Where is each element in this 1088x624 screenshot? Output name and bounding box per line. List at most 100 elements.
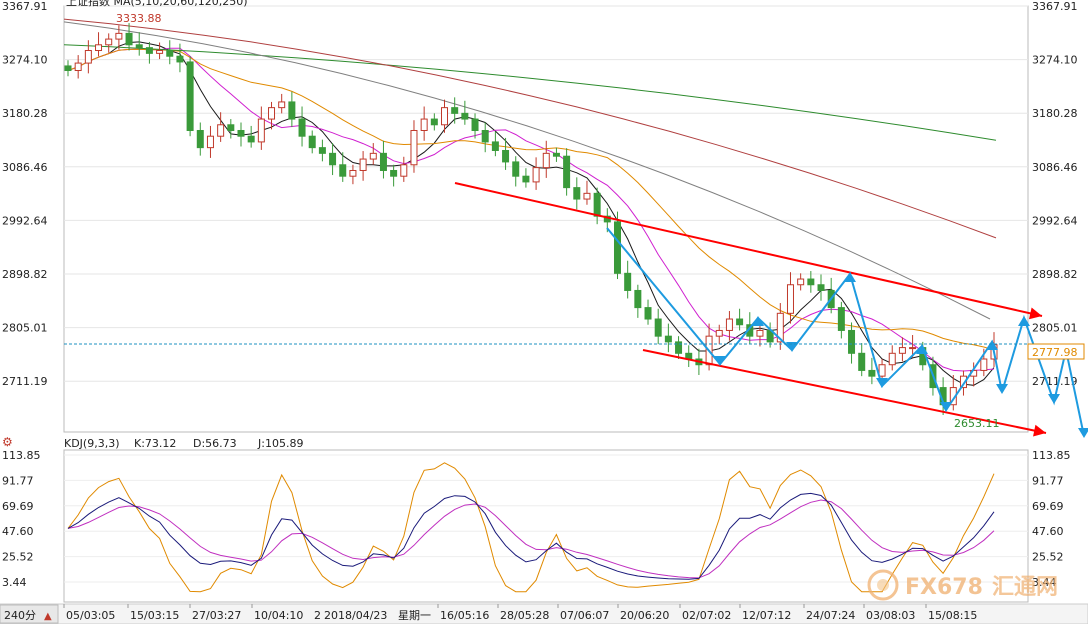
lower-channel-line <box>642 349 1047 434</box>
candle-body <box>430 118 438 126</box>
kdj-j-line <box>67 462 995 593</box>
price-tick-left: 2711.19 <box>2 375 48 388</box>
candle-body <box>257 118 265 143</box>
candle-body <box>186 61 194 131</box>
candle-body <box>481 129 489 143</box>
candle-body <box>491 141 499 151</box>
last-price-box <box>1027 343 1085 360</box>
candle-body <box>125 32 133 46</box>
price-tick-right: 2711.19 <box>1032 375 1078 388</box>
candle-body <box>156 50 164 54</box>
candle-body <box>858 352 866 371</box>
candle-body <box>105 38 113 46</box>
kdj-tick-right: 47.60 <box>1032 525 1064 538</box>
candle-body <box>664 335 672 343</box>
candle-body <box>837 307 845 331</box>
high-price-label: 3333.88 <box>116 12 162 25</box>
x-axis-date: 16/05:16 <box>440 609 489 622</box>
projection-down-arrow <box>940 402 952 412</box>
candle-body <box>786 284 794 314</box>
kdj-tick-left: 91.77 <box>2 474 34 487</box>
candle-body <box>308 135 316 149</box>
candle-body <box>369 152 377 160</box>
x-axis-date: 2 <box>314 609 321 622</box>
price-tick-left: 2992.64 <box>2 214 48 227</box>
candle-body <box>349 169 357 177</box>
kdj-j-label: J:105.89 <box>257 437 303 450</box>
candle-body <box>166 50 174 57</box>
watermark-name: 汇通网 <box>992 575 1058 600</box>
period-label[interactable]: 240分 <box>4 609 36 622</box>
candle-body <box>288 101 296 120</box>
projection-up-arrow <box>1018 316 1030 326</box>
candle-body <box>715 329 723 337</box>
candle-body <box>247 135 255 143</box>
candle-body <box>237 129 245 137</box>
kdj-title: KDJ(9,3,3) <box>64 437 120 450</box>
projection-down-arrow <box>876 378 888 388</box>
candle-body <box>379 152 387 171</box>
candle-body <box>613 221 621 274</box>
candle-body <box>318 147 326 154</box>
price-tick-left: 3274.10 <box>2 54 48 67</box>
upper-channel-line <box>454 182 1043 317</box>
kdj-k-label: K:73.12 <box>134 437 176 450</box>
candle-body <box>776 312 784 343</box>
top-legend: 上证指数 MA(5,10,20,60,120,250) <box>66 0 248 8</box>
ma250-line <box>63 44 997 141</box>
price-tick-right: 3367.91 <box>1032 0 1078 13</box>
price-tick-left: 2898.82 <box>2 268 48 281</box>
upper-channel-line-arrowhead <box>1028 307 1042 320</box>
price-tick-left: 3367.91 <box>2 0 48 13</box>
last-price-label: 2777.98 <box>1032 346 1078 359</box>
kdj-settings-icon[interactable]: ⚙ <box>2 435 13 449</box>
period-selector[interactable] <box>0 604 59 624</box>
candle-body <box>522 175 530 183</box>
low-price-label: 2653.11 <box>954 417 1000 430</box>
kdj-tick-left: 25.52 <box>2 551 34 564</box>
candle-body <box>848 329 856 354</box>
candle-body <box>583 192 591 200</box>
projection-down-arrow <box>1048 394 1060 404</box>
candle-body <box>909 347 917 350</box>
price-tick-right: 2898.82 <box>1032 268 1078 281</box>
candle-body <box>471 118 479 131</box>
candle-body <box>552 152 560 157</box>
candle-body <box>736 318 744 326</box>
candle-body <box>675 341 683 354</box>
kdj-tick-left: 113.85 <box>2 449 41 462</box>
projection-up-arrow <box>752 316 764 326</box>
candle-body <box>868 369 876 377</box>
candle-body <box>298 118 306 137</box>
candle-body <box>206 135 214 149</box>
x-axis-date: 15/08:15 <box>928 609 977 622</box>
candle-body <box>451 107 459 114</box>
candle-body <box>441 107 449 126</box>
watermark: FX678 汇通网 <box>867 569 1058 601</box>
price-tick-right: 3274.10 <box>1032 54 1078 67</box>
x-axis-date: 28/05:28 <box>500 609 549 622</box>
candle-body <box>420 118 428 131</box>
kdj-panel <box>63 449 1029 603</box>
candle-body <box>573 187 581 200</box>
candle-body <box>390 169 398 177</box>
candle-body <box>624 272 632 291</box>
projection-down-arrow <box>1078 428 1088 438</box>
candle-body <box>654 318 662 337</box>
x-axis-date: 02/07:02 <box>682 609 731 622</box>
x-axis-date: 05/03:05 <box>66 609 115 622</box>
x-axis-date: 星期一 <box>398 609 431 622</box>
ma5-line <box>67 41 995 386</box>
x-axis-date: 27/03:27 <box>192 609 241 622</box>
x-axis-date: 12/07:12 <box>742 609 791 622</box>
kdj-tick-right: 3.44 <box>1032 576 1057 589</box>
kdj-tick-right: 25.52 <box>1032 551 1064 564</box>
projection-up-arrow <box>986 340 998 350</box>
candle-body <box>359 158 367 171</box>
candle-body <box>227 124 235 131</box>
period-dropdown-icon[interactable]: ▲ <box>44 611 52 622</box>
lower-channel-line-arrowhead <box>1033 424 1046 437</box>
candle-body <box>461 112 469 120</box>
watermark-logo-icon <box>867 569 899 601</box>
